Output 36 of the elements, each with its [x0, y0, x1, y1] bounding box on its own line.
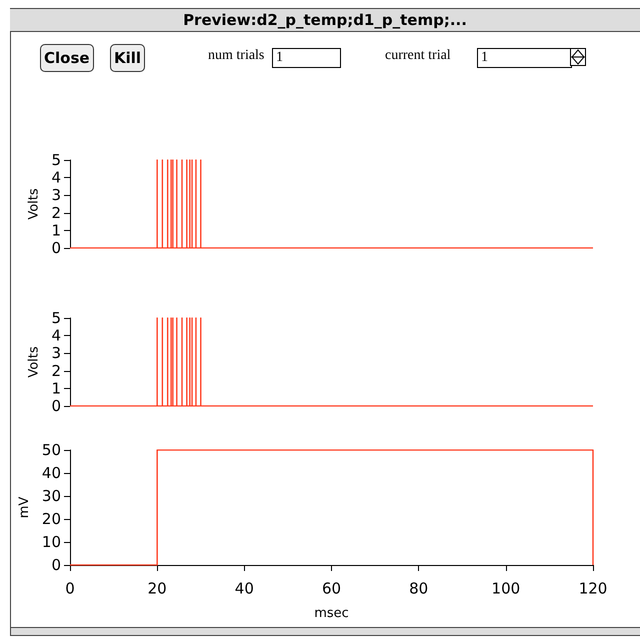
- text: current trial: [385, 48, 451, 64]
- y-tick-label: 0: [51, 239, 61, 257]
- x-tick-label: 80: [409, 580, 428, 598]
- y-tick-label: 10: [42, 533, 61, 551]
- y-tick-label: 4: [51, 168, 61, 187]
- x-tick-label: 0: [65, 580, 75, 598]
- x-tick-label: 120: [578, 580, 608, 598]
- y-tick-label: 2: [51, 362, 61, 380]
- text: 1: [272, 48, 341, 68]
- y-tick-label: 50: [42, 441, 61, 459]
- y-tick-label: 40: [42, 464, 61, 482]
- text: num trials: [208, 48, 264, 64]
- y-tick-label: 30: [42, 487, 61, 505]
- y-tick-label: 5: [51, 151, 61, 169]
- x-tick-label: 20: [148, 580, 167, 598]
- y-tick-label: 3: [51, 344, 61, 362]
- y-tick-label: 0: [51, 556, 61, 574]
- y-tick-label: 3: [51, 186, 61, 204]
- y-axis-title: Volts: [26, 346, 42, 378]
- text: Preview:d2_p_temp;d1_p_temp;...: [10, 9, 640, 32]
- y-tick-label: 1: [51, 379, 61, 398]
- x-tick-label: 60: [322, 580, 342, 598]
- text: Close: [40, 44, 94, 72]
- text: Kill: [110, 44, 146, 72]
- y-tick-label: 5: [51, 309, 61, 327]
- y-tick-label: 1: [51, 221, 61, 240]
- y-axis-title: Volts: [26, 188, 42, 220]
- text: 1: [477, 48, 572, 68]
- x-tick-label: 100: [492, 580, 520, 598]
- x-axis-title: msec: [314, 606, 349, 621]
- y-axis-title: mV: [17, 496, 32, 518]
- y-tick-label: 20: [42, 510, 61, 528]
- y-tick-label: 2: [51, 204, 61, 222]
- x-tick-label: 40: [234, 580, 254, 598]
- y-tick-label: 4: [51, 326, 61, 345]
- y-tick-label: 0: [51, 397, 61, 415]
